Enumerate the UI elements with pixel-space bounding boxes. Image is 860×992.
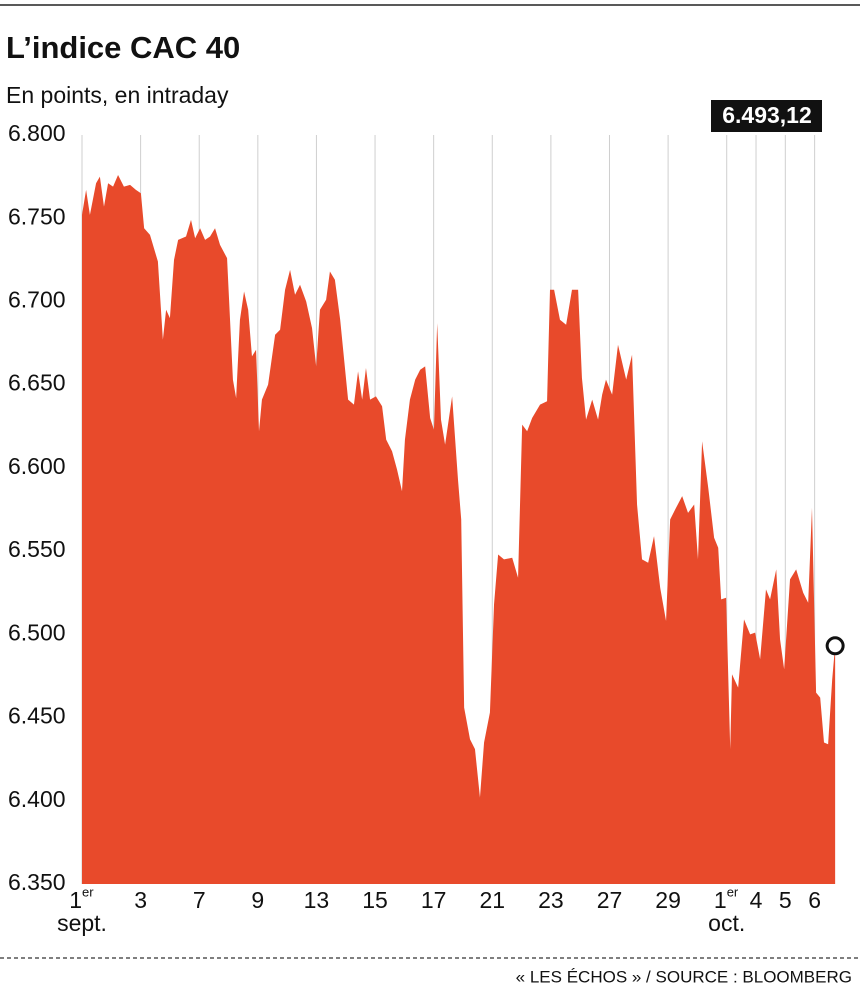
x-tick-label: 1 [714, 887, 727, 913]
y-tick-label: 6.750 [8, 203, 66, 229]
plot: 6.493,12 [82, 100, 845, 884]
x-tick-label: 27 [597, 887, 623, 913]
x-tick-label: 6 [808, 887, 821, 913]
area [82, 174, 836, 884]
x-tick-label: 15 [362, 887, 388, 913]
last-value-label: 6.493,12 [722, 102, 812, 128]
x-tick-day: 7 [193, 887, 206, 913]
x-tick-day: 21 [479, 887, 505, 913]
x-tick-day: 23 [538, 887, 564, 913]
y-tick-label: 6.800 [8, 120, 66, 146]
source: « LES ÉCHOS » / SOURCE : BLOOMBERG [516, 967, 852, 986]
last-point [825, 636, 845, 656]
x-tick-label: 21 [479, 887, 505, 913]
x-tick-sup: er [727, 884, 739, 899]
x-tick-month: oct. [708, 910, 745, 936]
chart-subtitle: En points, en intraday [6, 82, 229, 108]
y-tick-label: 6.400 [8, 786, 66, 812]
x-tick-day: 9 [251, 887, 264, 913]
x-tick-label: 23 [538, 887, 564, 913]
x-tick-label: 29 [655, 887, 681, 913]
x-tick-day: 15 [362, 887, 388, 913]
x-tick-day: 6 [808, 887, 821, 913]
x-tick-day: 29 [655, 887, 681, 913]
y-tick-label: 6.700 [8, 287, 66, 313]
x-tick-label: 13 [304, 887, 330, 913]
x-tick-day: 27 [597, 887, 623, 913]
x-tick-day: 13 [304, 887, 330, 913]
x-tick-month: sept. [57, 910, 107, 936]
x-tick-label: 9 [251, 887, 264, 913]
y-tick-label: 6.550 [8, 536, 66, 562]
y-tick-label: 6.600 [8, 453, 66, 479]
x-tick-day: 1 [714, 887, 727, 913]
x-tick-day: 4 [750, 887, 763, 913]
axes: 6.350 6.400 6.450 6.500 6.550 6.600 6.650 6.700… [8, 120, 821, 936]
y-tick-label: 6.350 [8, 869, 66, 895]
x-tick-label: 4 [750, 887, 763, 913]
x-tick-label: 3 [134, 887, 147, 913]
x-tick-label: 5 [779, 887, 792, 913]
x-tick-day: 3 [134, 887, 147, 913]
x-tick-label: 1 [69, 887, 82, 913]
y-tick-label: 6.500 [8, 619, 66, 645]
x-tick-label: 7 [193, 887, 206, 913]
x-tick-label: 17 [421, 887, 447, 913]
x-tick-day: 1 [69, 887, 82, 913]
x-tick-day: 17 [421, 887, 447, 913]
chart-title: L’indice CAC 40 [6, 30, 240, 65]
last-value-box [711, 100, 834, 146]
y-tick-label: 6.650 [8, 370, 66, 396]
x-tick-sup: er [82, 884, 94, 899]
y-tick-label: 6.450 [8, 703, 66, 729]
x-tick-day: 5 [779, 887, 792, 913]
